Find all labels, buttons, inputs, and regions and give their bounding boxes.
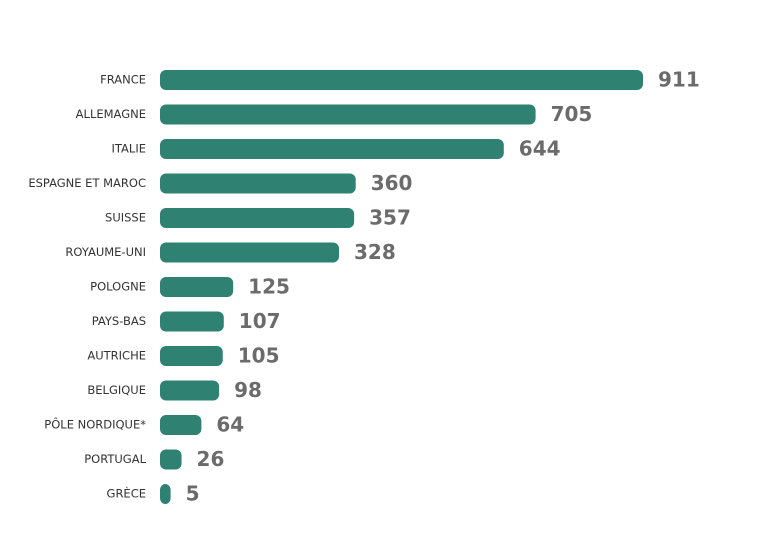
category-label: AUTRICHE [87, 349, 146, 363]
value-label: 98 [234, 378, 262, 402]
category-label: ALLEMAGNE [76, 107, 146, 121]
category-label: BELGIQUE [87, 383, 146, 397]
category-label: ESPAGNE ET MAROC [28, 176, 146, 190]
category-label: GRÈCE [107, 486, 146, 501]
bar [160, 208, 355, 228]
bar [160, 484, 171, 504]
bar [160, 380, 220, 401]
bar [160, 311, 224, 332]
value-label: 125 [248, 275, 290, 299]
bar [160, 173, 356, 194]
category-label: ITALIE [112, 142, 146, 156]
bar [160, 70, 643, 90]
bar [160, 104, 536, 125]
category-label: SUISSE [105, 211, 146, 225]
value-label: 5 [186, 482, 200, 506]
category-label: PÔLE NORDIQUE* [44, 417, 146, 432]
category-label: FRANCE [100, 73, 146, 87]
value-label: 360 [371, 171, 413, 195]
value-label: 26 [197, 447, 225, 471]
bar [160, 415, 202, 435]
category-label: PORTUGAL [84, 452, 146, 466]
value-label: 911 [658, 68, 700, 92]
bar [160, 139, 504, 159]
value-label: 64 [216, 413, 244, 437]
value-label: 644 [519, 137, 561, 161]
category-label: POLOGNE [90, 280, 146, 294]
bar [160, 346, 223, 366]
bar [160, 449, 182, 470]
value-label: 357 [369, 206, 411, 230]
value-label: 328 [354, 240, 396, 264]
category-label: ROYAUME-UNI [65, 245, 146, 259]
bar [160, 242, 340, 263]
value-label: 107 [239, 309, 281, 333]
value-label: 105 [238, 344, 280, 368]
value-label: 705 [551, 102, 593, 126]
bar [160, 277, 234, 297]
category-label: PAYS-BAS [92, 314, 146, 328]
